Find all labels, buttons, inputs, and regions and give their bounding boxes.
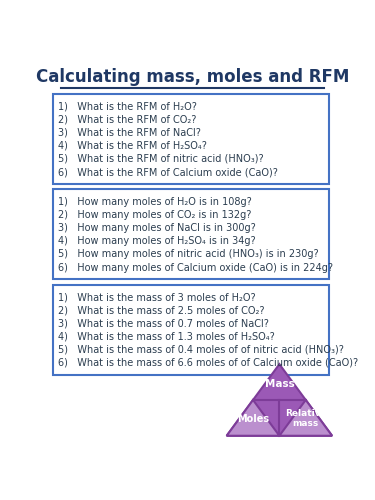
- FancyBboxPatch shape: [53, 190, 329, 280]
- Text: 3)   What is the RFM of NaCl?: 3) What is the RFM of NaCl?: [58, 128, 201, 138]
- Text: 4)   What is the RFM of H₂SO₄?: 4) What is the RFM of H₂SO₄?: [58, 141, 207, 151]
- Text: Mass: Mass: [264, 378, 294, 388]
- Text: 5)   How many moles of nitric acid (HNO₃) is in 230g?: 5) How many moles of nitric acid (HNO₃) …: [58, 250, 319, 260]
- Text: 2)   How many moles of CO₂ is in 132g?: 2) How many moles of CO₂ is in 132g?: [58, 210, 252, 220]
- FancyBboxPatch shape: [53, 285, 329, 375]
- Polygon shape: [226, 364, 332, 436]
- Text: 5)   What is the mass of 0.4 moles of of nitric acid (HNO₃)?: 5) What is the mass of 0.4 moles of of n…: [58, 345, 344, 355]
- FancyBboxPatch shape: [53, 94, 329, 184]
- Text: Moles: Moles: [237, 414, 269, 424]
- Text: 2)   What is the mass of 2.5 moles of CO₂?: 2) What is the mass of 2.5 moles of CO₂?: [58, 306, 265, 316]
- Text: 6)   What is the RFM of Calcium oxide (CaO)?: 6) What is the RFM of Calcium oxide (CaO…: [58, 167, 278, 177]
- Text: 6)   What is the mass of 6.6 moles of of Calcium oxide (CaO)?: 6) What is the mass of 6.6 moles of of C…: [58, 358, 358, 368]
- Text: Relative
mass: Relative mass: [285, 409, 327, 428]
- Text: 3)   How many moles of NaCl is in 300g?: 3) How many moles of NaCl is in 300g?: [58, 223, 256, 233]
- Text: 1)   What is the mass of 3 moles of H₂O?: 1) What is the mass of 3 moles of H₂O?: [58, 292, 256, 302]
- Text: 4)   How many moles of H₂SO₄ is in 34g?: 4) How many moles of H₂SO₄ is in 34g?: [58, 236, 256, 246]
- Polygon shape: [279, 400, 332, 436]
- Text: 6)   How many moles of Calcium oxide (CaO) is in 224g?: 6) How many moles of Calcium oxide (CaO)…: [58, 262, 333, 272]
- Text: 2)   What is the RFM of CO₂?: 2) What is the RFM of CO₂?: [58, 114, 197, 124]
- Text: 1)   How many moles of H₂O is in 108g?: 1) How many moles of H₂O is in 108g?: [58, 197, 252, 207]
- Text: 5)   What is the RFM of nitric acid (HNO₃)?: 5) What is the RFM of nitric acid (HNO₃)…: [58, 154, 264, 164]
- Text: Calculating mass, moles and RFM: Calculating mass, moles and RFM: [36, 68, 349, 86]
- Text: 4)   What is the mass of 1.3 moles of H₂SO₄?: 4) What is the mass of 1.3 moles of H₂SO…: [58, 332, 275, 342]
- Text: 3)   What is the mass of 0.7 moles of NaCl?: 3) What is the mass of 0.7 moles of NaCl…: [58, 318, 269, 328]
- Polygon shape: [226, 400, 279, 436]
- Text: 1)   What is the RFM of H₂O?: 1) What is the RFM of H₂O?: [58, 102, 197, 112]
